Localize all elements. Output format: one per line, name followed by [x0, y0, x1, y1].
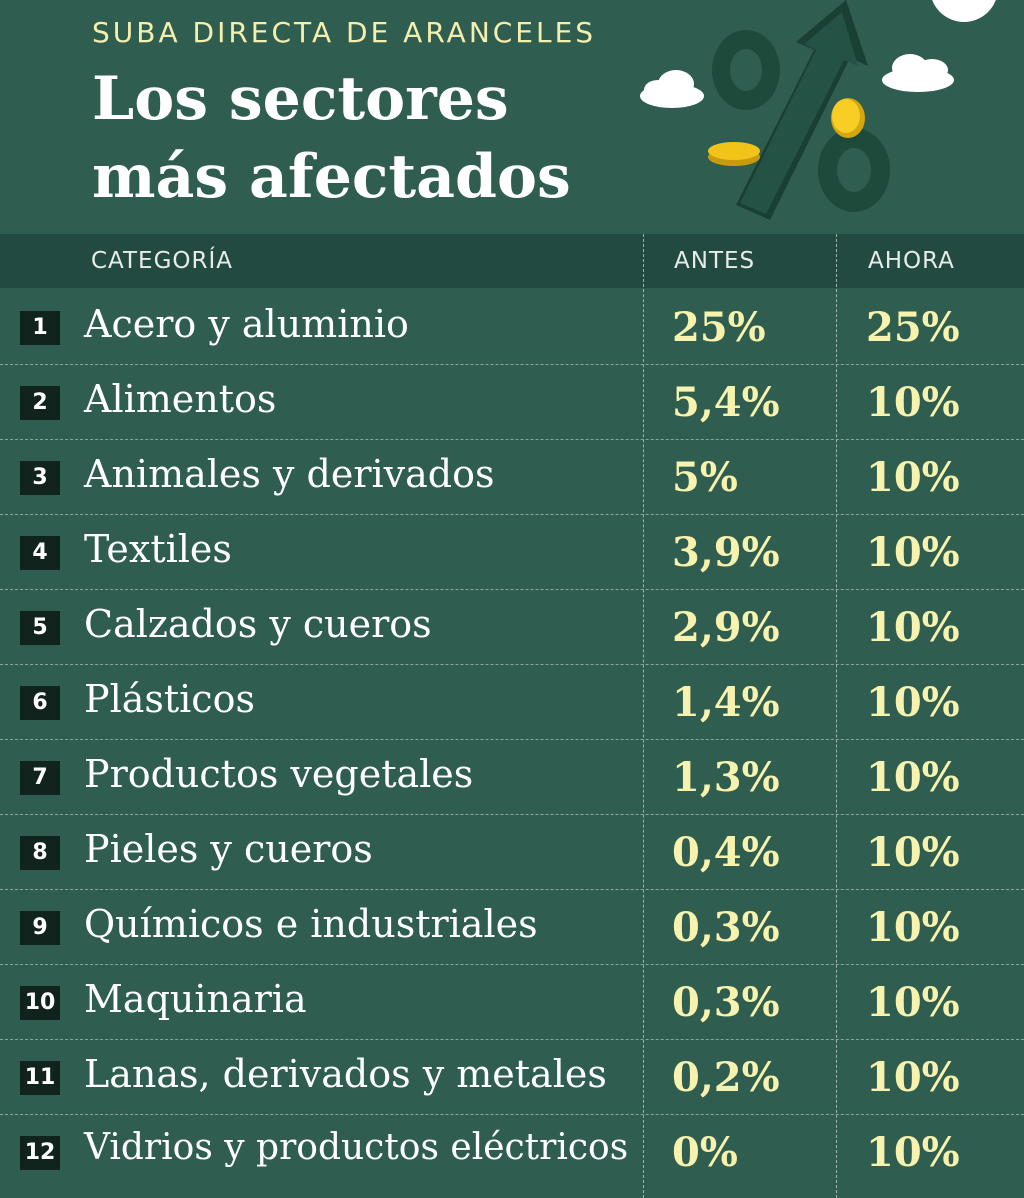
ahora-value: 10% [866, 529, 960, 576]
rank-badge: 4 [20, 536, 60, 570]
category-label: Plásticos [84, 677, 255, 721]
category-label: Vidrios y productos eléctricos [84, 1127, 629, 1168]
ahora-value: 10% [866, 1129, 960, 1176]
illustration [640, 0, 996, 220]
category-label: Textiles [84, 527, 232, 571]
antes-value: 0,4% [672, 829, 780, 876]
antes-value: 0% [672, 1129, 738, 1176]
ahora-value: 10% [866, 754, 960, 801]
cloud-icon [640, 54, 954, 108]
rank-badge: 6 [20, 686, 60, 720]
table-row: 5 Calzados y cueros 2,9% 10% [0, 590, 1024, 665]
rank-badge: 3 [20, 461, 60, 495]
ahora-value: 10% [866, 379, 960, 426]
category-label: Acero y aluminio [84, 302, 409, 346]
antes-value: 5,4% [672, 379, 780, 426]
ahora-value: 10% [866, 829, 960, 876]
ahora-value: 10% [866, 454, 960, 501]
antes-value: 5% [672, 454, 738, 501]
table-row: 6 Plásticos 1,4% 10% [0, 665, 1024, 740]
category-label: Alimentos [84, 377, 277, 421]
table-row: 1 Acero y aluminio 25% 25% [0, 290, 1024, 365]
category-label: Químicos e industriales [84, 902, 538, 946]
table-row: 4 Textiles 3,9% 10% [0, 515, 1024, 590]
table-row: 2 Alimentos 5,4% 10% [0, 365, 1024, 440]
rank-badge: 5 [20, 611, 60, 645]
antes-value: 0,3% [672, 979, 780, 1026]
category-label: Lanas, derivados y metales [84, 1052, 607, 1096]
antes-value: 1,3% [672, 754, 780, 801]
category-label: Productos vegetales [84, 752, 474, 796]
rank-badge: 8 [20, 836, 60, 870]
column-header-categoria: CATEGORÍA [91, 248, 234, 274]
ahora-value: 10% [866, 679, 960, 726]
table-row: 11 Lanas, derivados y metales 0,2% 10% [0, 1040, 1024, 1115]
page-title: Los sectores más afectados [92, 64, 571, 212]
antes-value: 1,4% [672, 679, 780, 726]
table-row: 3 Animales y derivados 5% 10% [0, 440, 1024, 515]
category-label: Maquinaria [84, 977, 307, 1021]
antes-value: 25% [672, 304, 766, 351]
rank-badge: 10 [20, 986, 60, 1020]
ahora-value: 10% [866, 979, 960, 1026]
rank-badge: 9 [20, 911, 60, 945]
coin-icon [708, 98, 865, 166]
category-label: Calzados y cueros [84, 602, 432, 646]
rank-badge: 11 [20, 1061, 60, 1095]
category-label: Pieles y cueros [84, 827, 373, 871]
ahora-value: 10% [866, 1054, 960, 1101]
table-row: 12 Vidrios y productos eléctricos 0% 10% [0, 1115, 1024, 1190]
up-arrow-icon [736, 0, 868, 220]
antes-value: 0,3% [672, 904, 780, 951]
table-row: 8 Pieles y cueros 0,4% 10% [0, 815, 1024, 890]
rank-badge: 7 [20, 761, 60, 795]
rank-badge: 1 [20, 311, 60, 345]
rank-badge: 12 [20, 1136, 60, 1170]
rank-badge: 2 [20, 386, 60, 420]
column-divider [643, 234, 644, 1198]
antes-value: 0,2% [672, 1054, 780, 1101]
table-header [0, 234, 1024, 288]
table-row: 7 Productos vegetales 1,3% 10% [0, 740, 1024, 815]
table-row: 9 Químicos e industriales 0,3% 10% [0, 890, 1024, 965]
column-divider [836, 234, 837, 1198]
antes-value: 2,9% [672, 604, 780, 651]
antes-value: 3,9% [672, 529, 780, 576]
ahora-value: 25% [866, 304, 960, 351]
column-header-ahora: AHORA [868, 248, 955, 274]
kicker: SUBA DIRECTA DE ARANCELES [92, 16, 597, 49]
ahora-value: 10% [866, 604, 960, 651]
category-label: Animales y derivados [84, 452, 495, 496]
ahora-value: 10% [866, 904, 960, 951]
table-row: 10 Maquinaria 0,3% 10% [0, 965, 1024, 1040]
percent-sign-icon [712, 30, 890, 212]
column-header-antes: ANTES [674, 248, 756, 274]
